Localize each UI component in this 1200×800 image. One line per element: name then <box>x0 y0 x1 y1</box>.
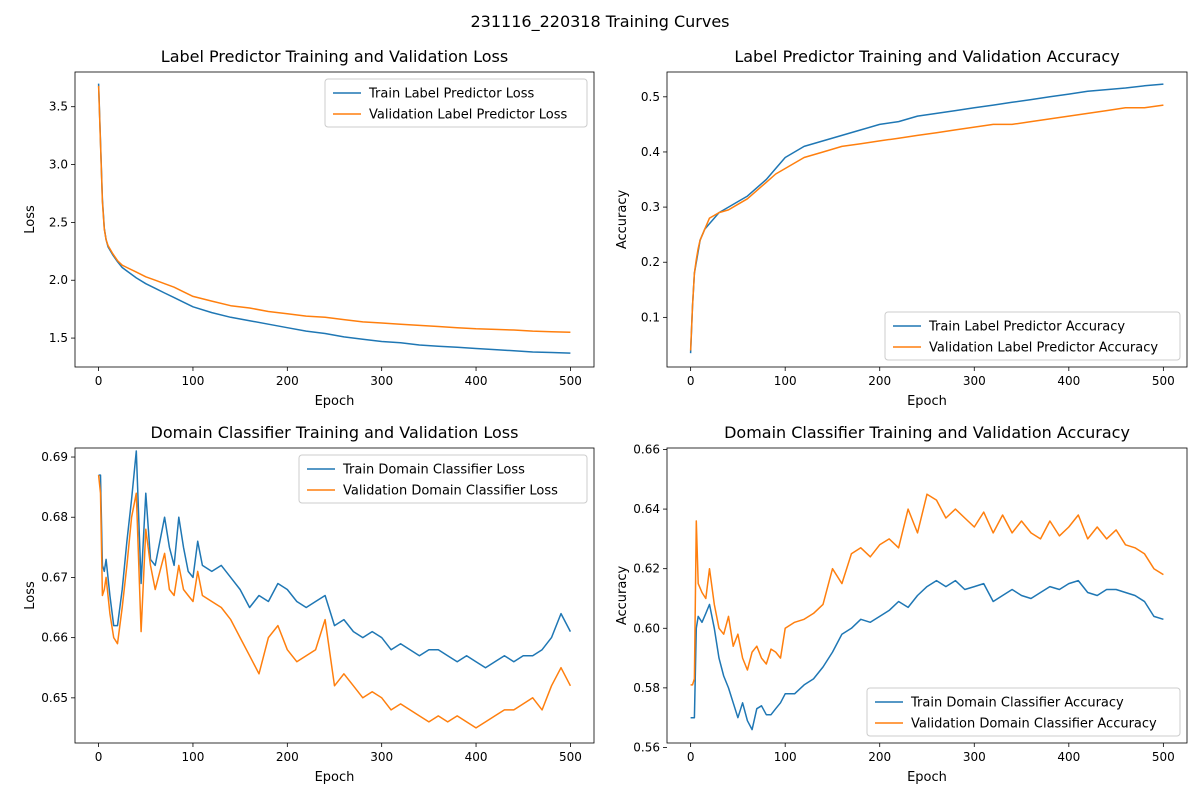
y-tick-label: 0.64 <box>633 502 660 516</box>
subplot-title: Label Predictor Training and Validation … <box>161 47 508 66</box>
legend-entry-train: Train Domain Classifier Loss <box>342 463 525 478</box>
series-line-validation <box>689 104 1164 351</box>
x-tick-label: 500 <box>559 374 582 388</box>
x-tick-label: 500 <box>1152 750 1175 764</box>
y-tick-label: 1.5 <box>49 331 68 345</box>
x-tick-label: 200 <box>868 750 891 764</box>
x-tick-label: 100 <box>182 374 205 388</box>
x-axis-label: Epoch <box>907 770 947 785</box>
x-axis-label: Epoch <box>315 394 355 409</box>
y-tick-label: 0.5 <box>641 90 660 104</box>
subplot-title: Domain Classifier Training and Validatio… <box>724 423 1130 442</box>
legend-entry-validation: Validation Label Predictor Loss <box>369 108 567 123</box>
axes-frame <box>74 447 595 744</box>
figure-suptitle: 231116_220318 Training Curves <box>470 12 730 31</box>
x-axis-label: Epoch <box>907 394 947 409</box>
y-tick-label: 0.4 <box>641 145 660 159</box>
x-tick-label: 300 <box>370 374 393 388</box>
x-tick-label: 400 <box>465 750 488 764</box>
x-tick-label: 500 <box>1152 374 1175 388</box>
x-tick-label: 400 <box>465 374 488 388</box>
series-line-train <box>690 579 1164 731</box>
y-tick-label: 0.60 <box>633 621 660 635</box>
y-axis-label: Accuracy <box>615 190 630 250</box>
x-tick-label: 200 <box>868 374 891 388</box>
axes-frame <box>666 71 1188 368</box>
legend: Train Label Predictor Loss Validation Lab… <box>324 78 588 128</box>
y-tick-label: 3.0 <box>49 158 68 172</box>
x-tick-label: 0 <box>95 750 103 764</box>
subplot-1: 0 100 200 300 400 500 1.5 2.0 2.5 3.0 3.5 Label Pre… <box>23 47 595 409</box>
y-tick-label: 2.5 <box>49 215 68 229</box>
subplot-4: 0 100 200 300 400 500 0.56 0.58 0.60 0.62 0.64 0.66… <box>615 423 1188 785</box>
x-tick-label: 100 <box>774 750 797 764</box>
y-tick-label: 0.58 <box>633 681 660 695</box>
x-tick-label: 200 <box>276 750 299 764</box>
legend-box <box>884 311 1181 361</box>
y-tick-label: 0.65 <box>41 691 68 705</box>
legend: Train Label Predictor Accuracy Validation… <box>884 311 1181 361</box>
y-tick-label: 0.67 <box>41 570 68 584</box>
legend-entry-train: Train Domain Classifier Accuracy <box>910 696 1124 711</box>
series-line-train <box>98 450 572 669</box>
subplot-3: 0 100 200 300 400 500 0.65 0.66 0.67 0.68 0.69 Doma… <box>23 423 595 785</box>
x-axis-label: Epoch <box>315 770 355 785</box>
y-axis-label: Accuracy <box>615 566 630 626</box>
legend-box <box>298 454 588 504</box>
y-tick-label: 0.69 <box>41 450 68 464</box>
legend-entry-validation: Validation Domain Classifier Loss <box>343 484 558 499</box>
y-tick-label: 0.1 <box>641 310 660 324</box>
x-tick-label: 0 <box>687 750 695 764</box>
legend-box <box>866 687 1181 737</box>
y-tick-label: 2.0 <box>49 273 68 287</box>
y-tick-label: 0.66 <box>41 631 68 645</box>
x-tick-label: 200 <box>276 374 299 388</box>
y-tick-label: 0.68 <box>41 510 68 524</box>
y-tick-label: 0.2 <box>641 255 660 269</box>
y-tick-label: 0.66 <box>633 442 660 456</box>
y-tick-label: 0.62 <box>633 562 660 576</box>
legend-entry-validation: Validation Domain Classifier Accuracy <box>911 717 1157 732</box>
y-tick-label: 0.56 <box>633 740 660 754</box>
x-tick-label: 0 <box>95 374 103 388</box>
y-axis-label: Loss <box>23 205 38 234</box>
x-tick-label: 300 <box>370 750 393 764</box>
y-tick-label: 3.5 <box>49 100 68 114</box>
legend-entry-train: Train Label Predictor Accuracy <box>928 320 1125 335</box>
legend: Train Domain Classifier Accuracy Validati… <box>866 687 1181 737</box>
subplot-title: Label Predictor Training and Validation … <box>734 47 1119 66</box>
y-tick-label: 0.3 <box>641 200 660 214</box>
x-tick-label: 100 <box>774 374 797 388</box>
x-tick-label: 300 <box>963 374 986 388</box>
x-tick-label: 400 <box>1057 750 1080 764</box>
x-tick-label: 400 <box>1057 374 1080 388</box>
x-tick-label: 500 <box>559 750 582 764</box>
series-line-validation <box>97 85 571 334</box>
x-tick-label: 300 <box>963 750 986 764</box>
legend: Train Domain Classifier Loss Validation D… <box>298 454 588 504</box>
y-axis-label: Loss <box>23 581 38 610</box>
series-line-validation <box>97 475 572 729</box>
legend-entry-validation: Validation Label Predictor Accuracy <box>929 341 1158 356</box>
subplot-title: Domain Classifier Training and Validatio… <box>151 423 519 442</box>
axes-frame <box>74 71 595 368</box>
legend-box <box>324 78 588 128</box>
axes-frame <box>666 447 1188 744</box>
x-tick-label: 0 <box>687 374 695 388</box>
legend-entry-train: Train Label Predictor Loss <box>368 87 534 102</box>
subplot-2: 0 100 200 300 400 500 0.1 0.2 0.3 0.4 0.5 Label Pre… <box>615 47 1188 409</box>
series-line-validation <box>690 493 1164 686</box>
x-tick-label: 100 <box>182 750 205 764</box>
